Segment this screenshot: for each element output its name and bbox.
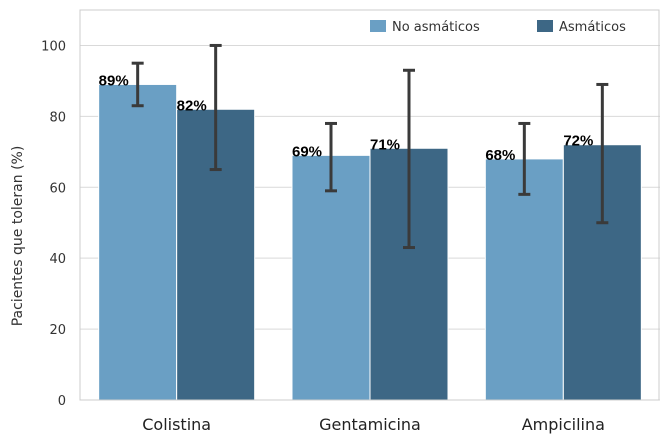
data-label: 71% [370, 136, 400, 153]
data-label: 72% [563, 133, 593, 150]
y-axis-title: Pacientes que toleran (%) [10, 146, 26, 327]
error-bars-group [131, 43, 609, 250]
plot-frame [79, 9, 660, 401]
data-labels-group: 89% 82% 69% 71% 68% 72% [99, 72, 594, 163]
data-label: 82% [177, 97, 207, 114]
bars-group [98, 83, 642, 401]
legend-swatch [370, 20, 386, 32]
y-tick-label: 0 [58, 394, 66, 409]
y-tick-label: 20 [49, 323, 66, 338]
legend-label: No asmáticos [392, 20, 480, 35]
legend-label: Asmáticos [559, 20, 626, 35]
data-label: 89% [99, 72, 129, 89]
y-tick-label: 40 [49, 252, 66, 267]
bar-colistina-no-asmaticos [98, 83, 178, 401]
axes-group: 0 20 40 60 80 100 Colistina Gentamicina Ampicili… [41, 9, 660, 434]
x-tick-label: Gentamicina [319, 415, 421, 434]
x-tick-label: Colistina [142, 415, 211, 434]
x-tick-label: Ampicilina [522, 415, 605, 434]
legend-swatch [537, 20, 553, 32]
y-tick-label: 60 [49, 181, 66, 196]
y-tick-label: 80 [49, 110, 66, 125]
data-label: 68% [485, 147, 515, 164]
y-tick-label: 100 [41, 39, 66, 54]
legend: No asmáticos Asmáticos [370, 20, 626, 35]
data-label: 69% [292, 143, 322, 160]
